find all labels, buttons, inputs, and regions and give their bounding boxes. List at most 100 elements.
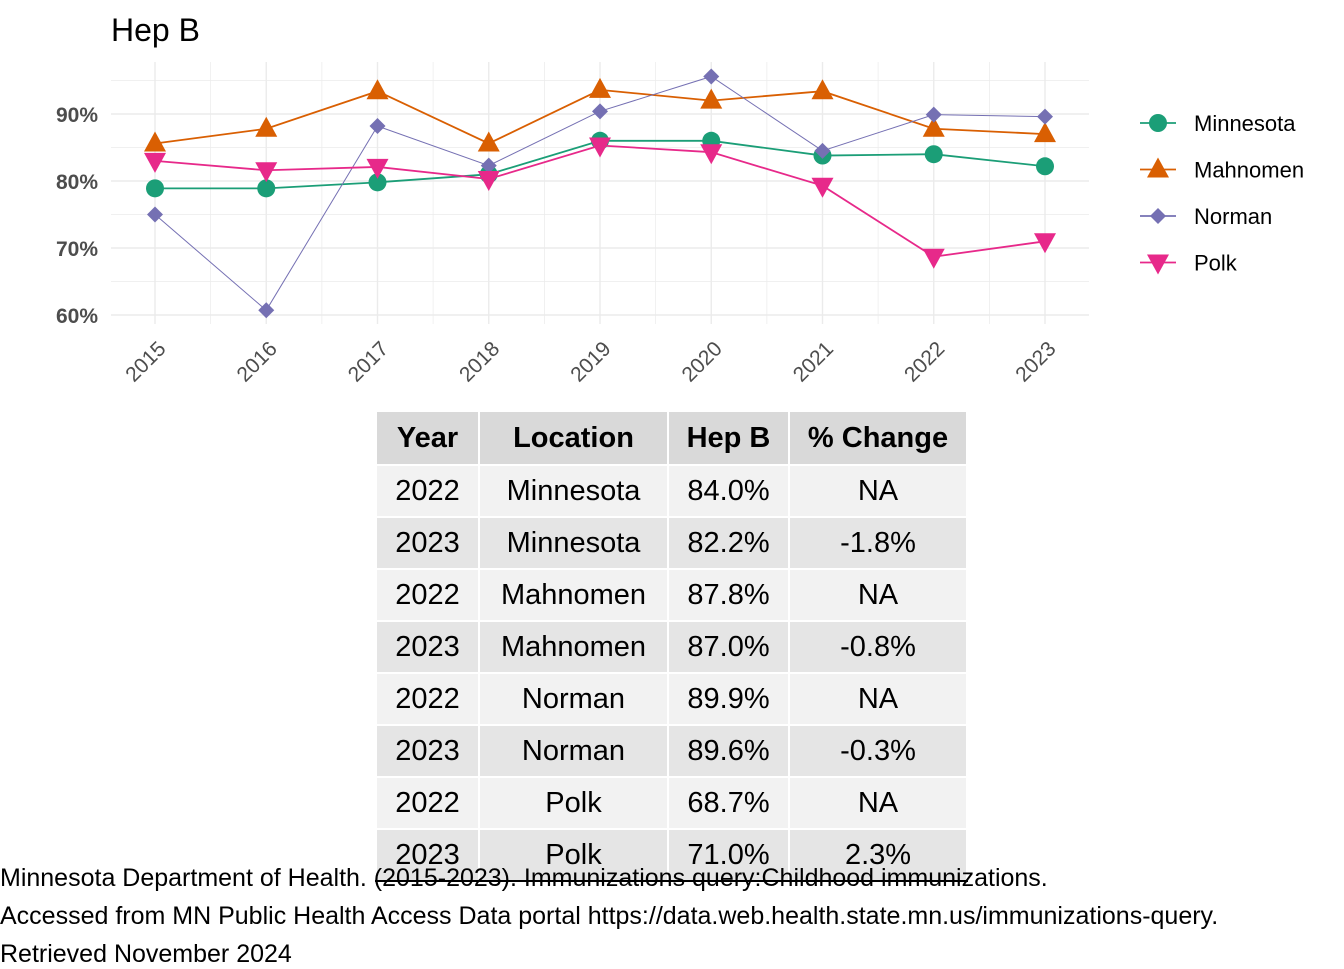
chart-grid [111,62,1089,324]
legend-label: Minnesota [1194,111,1296,136]
data-point [255,116,278,137]
y-tick-label: 80% [56,171,98,194]
y-tick-label: 70% [56,238,98,261]
data-point [369,118,386,135]
series-polk [144,137,1056,269]
cell-location: Polk [478,776,669,830]
cell-location: Mahnomen [478,620,669,674]
x-tick-label: 2019 [566,337,615,386]
legend-label: Polk [1194,251,1238,276]
data-point [922,116,945,137]
cell-hep-b: 87.8% [667,568,790,622]
caption-source: Minnesota Department of Health. (2015-20… [0,864,1048,892]
table-header-row: Year Location Hep B % Change [375,410,968,466]
table-row: 2023 Norman 89.6% -0.3% [375,724,968,778]
legend-label: Norman [1194,204,1272,229]
cell-hep-b: 89.9% [667,672,790,726]
cell-year: 2022 [375,568,480,622]
x-tick-label: 2022 [900,337,949,386]
data-point [589,77,611,98]
data-point [811,177,834,198]
data-point [1036,157,1054,176]
data-point [1034,233,1056,254]
legend-label: Mahnomen [1194,158,1304,183]
data-point [589,137,611,158]
line-chart: Hep B 60%70%80%90% 2015 2016 2017 2018 2019 2… [56,12,1304,387]
data-point [147,206,163,223]
table-row: 2022 Minnesota 84.0% NA [375,464,968,518]
cell-year: 2022 [375,776,480,830]
y-tick-label: 90% [56,104,98,127]
data-point [255,162,278,183]
data-point [700,88,723,109]
cell-change: 2.3% [788,828,968,882]
data-point [1150,208,1166,224]
cell-year: 2023 [375,724,480,778]
cell-year: 2023 [375,516,480,570]
y-tick-label: 60% [56,305,98,328]
cell-change: NA [788,776,968,830]
cell-location: Minnesota [478,516,669,570]
x-tick-label: 2023 [1011,337,1060,386]
cell-hep-b: 87.0% [667,620,790,674]
y-axis-ticks: 60% 70% 80% 90% [56,104,98,328]
cell-change: -0.8% [788,620,968,674]
data-point [811,79,834,100]
data-point [1147,157,1169,178]
data-point [257,179,276,198]
x-axis-ticks: 2015 2016 2017 2018 2019 2020 2021 2022 2023 [121,337,1060,386]
header-change: % Change [788,410,968,466]
caption-retrieved: Retrieved November 2024 [0,940,292,968]
data-point [480,157,497,174]
chart-title: Hep B [111,12,200,48]
x-tick-label: 2016 [232,337,281,386]
table-row: 2022 Polk 68.7% NA [375,776,968,830]
data-point [1147,254,1169,275]
cell-change: NA [788,672,968,726]
table-row: 2023 Minnesota 82.2% -1.8% [375,516,968,570]
cell-location: Minnesota [478,464,669,518]
cell-change: -1.8% [788,516,968,570]
data-point [144,152,166,173]
cell-change: NA [788,568,968,622]
summary-table: Year Location Hep B % Change 2022 Minnes… [375,410,968,882]
cell-hep-b: 68.7% [667,776,790,830]
x-tick-label: 2018 [455,337,504,386]
data-point [368,173,387,192]
data-point [703,68,720,85]
cell-change: -0.3% [788,724,968,778]
table-row: 2023 Mahnomen 87.0% -0.8% [375,620,968,674]
cell-year: 2023 [375,620,480,674]
table-row: 2022 Norman 89.9% NA [375,672,968,726]
cell-hep-b: 89.6% [667,724,790,778]
data-point [1034,122,1056,143]
data-point [924,145,943,164]
cell-location: Norman [478,724,669,778]
chart-legend: Minnesota Mahnomen Norman Polk [1140,111,1304,276]
cell-hep-b: 71.0% [667,828,790,882]
data-point [366,158,389,179]
cell-location: Polk [478,828,669,882]
chart-series [144,68,1056,319]
x-tick-label: 2020 [677,337,726,386]
data-point [925,106,942,123]
data-point [477,131,500,152]
header-year: Year [375,410,480,466]
header-hep-b: Hep B [667,410,790,466]
cell-hep-b: 84.0% [667,464,790,518]
data-point [592,103,608,120]
data-point [144,131,166,152]
data-point [814,142,831,159]
data-point [700,144,723,165]
series-mahnomen [144,77,1056,152]
data-point [366,79,389,100]
legend-item: Polk [1140,251,1238,276]
table-row: 2023 Polk 71.0% 2.3% [375,828,968,882]
legend-item: Mahnomen [1140,157,1304,183]
data-point [146,179,164,198]
cell-location: Mahnomen [478,568,669,622]
data-point [258,302,275,319]
legend-item: Norman [1140,204,1272,229]
cell-change: NA [788,464,968,518]
header-location: Location [478,410,669,466]
